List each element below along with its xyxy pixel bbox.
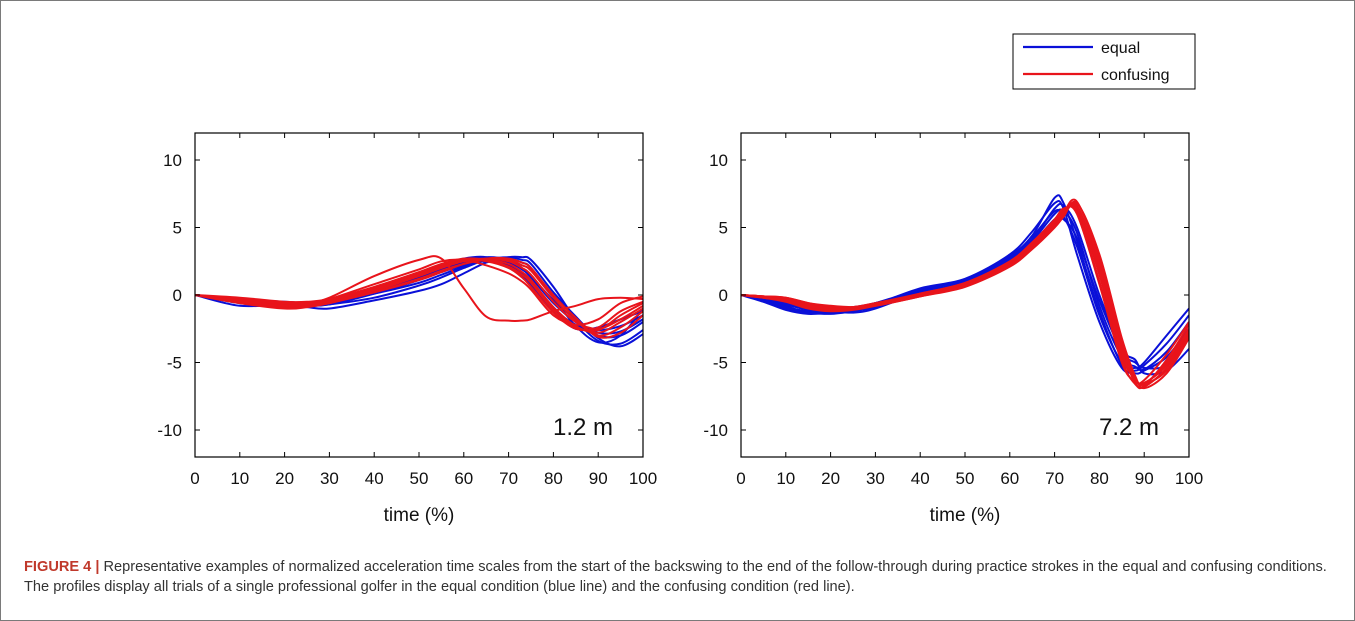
y-tick-label: -10	[703, 421, 728, 440]
y-tick-label: -5	[167, 354, 182, 373]
x-tick-label: 30	[866, 469, 885, 488]
x-tick-label: 80	[544, 469, 563, 488]
y-tick-label: 10	[709, 151, 728, 170]
y-tick-label: -10	[157, 421, 182, 440]
y-tick-label: 0	[173, 286, 182, 305]
x-tick-label: 10	[776, 469, 795, 488]
panel-label: 7.2 m	[1099, 414, 1159, 441]
plot-area-frame	[194, 132, 644, 458]
series-group	[741, 194, 1189, 390]
x-tick-label: 70	[499, 469, 518, 488]
series-line-confusing-15	[195, 257, 643, 333]
x-tick-label: 50	[410, 469, 429, 488]
x-tick-label: 70	[1045, 469, 1064, 488]
x-tick-label: 0	[736, 469, 745, 488]
x-tick-label: 60	[1000, 469, 1019, 488]
figure-caption: FIGURE 4 | Representative examples of no…	[24, 557, 1334, 597]
caption-text: Representative examples of normalized ac…	[24, 559, 1327, 595]
series-line-confusing-9	[195, 258, 643, 326]
series-line-confusing-13	[741, 203, 1189, 386]
y-tick-label: 10	[163, 151, 182, 170]
y-tick-label: 0	[719, 286, 728, 305]
x-tick-label: 100	[1175, 469, 1203, 488]
y-tick-label: 5	[173, 219, 182, 238]
series-line-equal-6	[741, 202, 1189, 376]
legend-box	[1012, 33, 1196, 90]
x-tick-label: 90	[1135, 469, 1154, 488]
x-tick-label: 50	[956, 469, 975, 488]
x-tick-label: 30	[320, 469, 339, 488]
series-line-confusing-8	[195, 255, 643, 322]
series-line-confusing-14	[195, 257, 643, 339]
legend-label-confusing: confusing	[1101, 67, 1170, 84]
caption-label: FIGURE 4 |	[24, 559, 100, 575]
x-tick-label: 20	[275, 469, 294, 488]
y-tick-label: 5	[719, 219, 728, 238]
x-tick-label: 90	[589, 469, 608, 488]
y-tick-label: -5	[713, 354, 728, 373]
plot-area-frame	[740, 132, 1190, 458]
x-tick-label: 60	[454, 469, 473, 488]
series-line-confusing-11	[741, 205, 1189, 385]
x-tick-label: 0	[190, 469, 199, 488]
x-tick-label: 80	[1090, 469, 1109, 488]
x-tick-label: 20	[821, 469, 840, 488]
x-axis-label: time (%)	[930, 505, 1001, 526]
x-tick-label: 100	[629, 469, 657, 488]
x-tick-label: 40	[911, 469, 930, 488]
x-axis-label: time (%)	[384, 505, 455, 526]
legend: equal confusing	[1012, 33, 1196, 90]
x-tick-label: 40	[365, 469, 384, 488]
series-group	[195, 255, 643, 348]
x-tick-label: 10	[230, 469, 249, 488]
panel-label: 1.2 m	[553, 414, 613, 441]
legend-label-equal: equal	[1101, 40, 1140, 57]
